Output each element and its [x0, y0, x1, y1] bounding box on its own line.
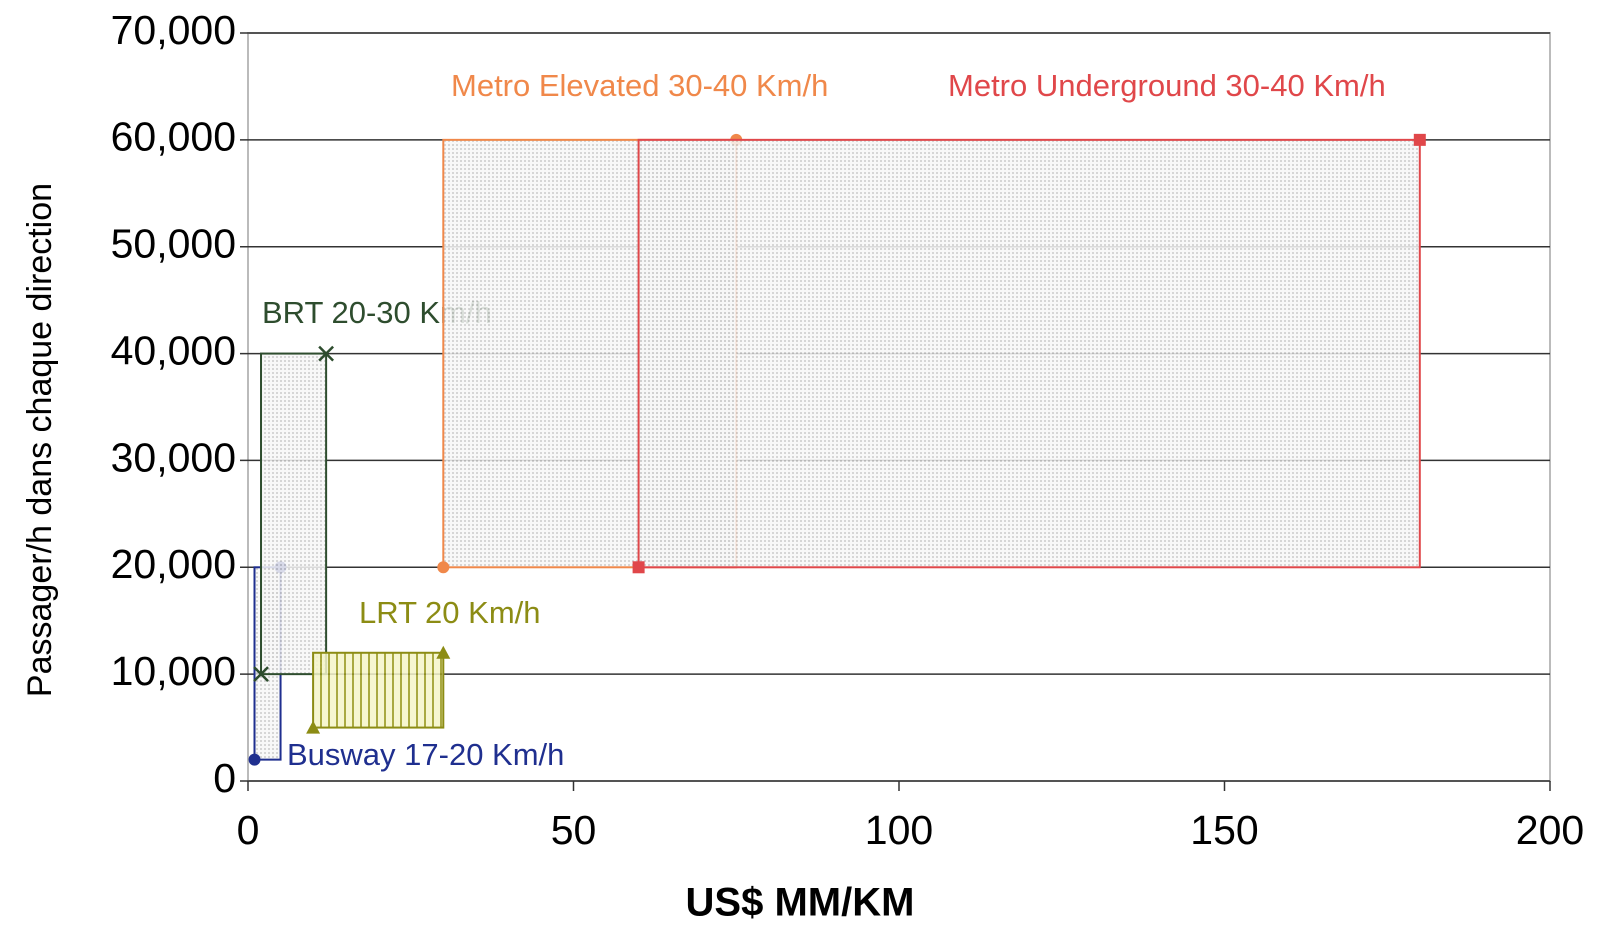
marker — [318, 345, 335, 362]
marker — [306, 720, 321, 734]
range-box — [637, 138, 1421, 569]
y-tick-label: 70,000 — [111, 7, 236, 53]
y-tick-label: 0 — [213, 755, 236, 801]
series-label: LRT 20 Km/h — [359, 595, 541, 630]
series-label: Busway 17-20 Km/h — [287, 737, 564, 772]
x-tick-label: 0 — [237, 807, 260, 853]
range-box — [312, 651, 445, 729]
series-label: Metro Elevated 30-40 Km/h — [451, 68, 828, 103]
x-tick-label: 200 — [1516, 807, 1584, 853]
range-box — [260, 352, 328, 676]
y-tick-label: 20,000 — [111, 541, 236, 587]
y-tick-label: 10,000 — [111, 648, 236, 694]
marker — [437, 561, 450, 574]
x-tick-label: 100 — [865, 807, 933, 853]
marker — [253, 666, 269, 683]
marker — [632, 561, 645, 574]
marker — [436, 645, 451, 659]
x-tick-label: 50 — [551, 807, 597, 853]
y-tick-label: 30,000 — [111, 434, 236, 480]
marker — [1413, 133, 1426, 146]
y-axis-label: Passager/h dans chaque direction — [21, 183, 59, 697]
series-label: Metro Underground 30-40 Km/h — [948, 68, 1386, 103]
marker — [248, 753, 261, 766]
y-tick-label: 60,000 — [111, 114, 236, 160]
x-axis-label: US$ MM/KM — [686, 881, 915, 925]
x-tick-label: 150 — [1190, 807, 1258, 853]
y-tick-label: 40,000 — [111, 327, 236, 373]
y-tick-label: 50,000 — [111, 221, 236, 267]
